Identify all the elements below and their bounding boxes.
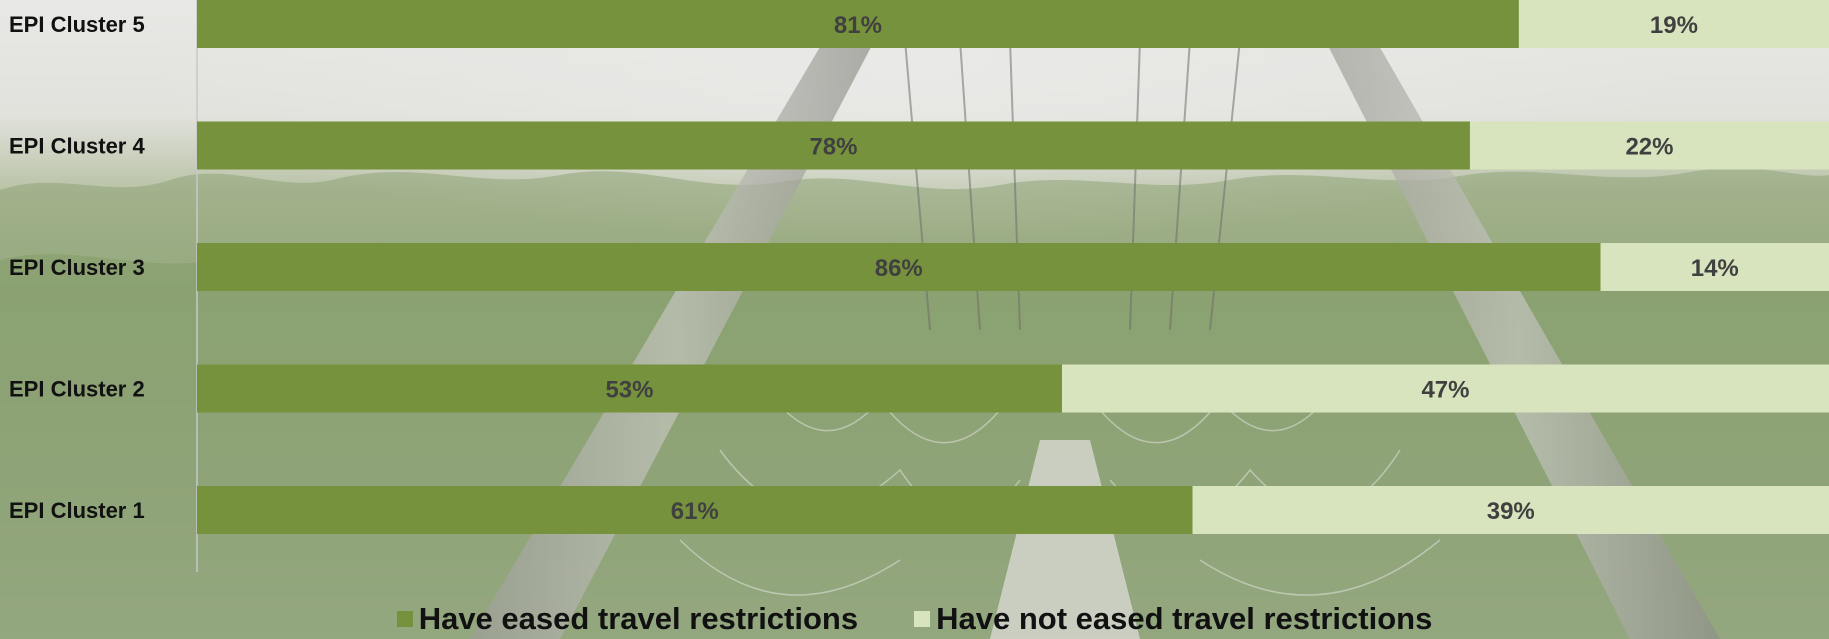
data-label-epi-cluster-2-not-eased: 47%	[1421, 377, 1469, 404]
data-label-epi-cluster-3-eased: 86%	[875, 255, 923, 282]
legend-label-eased: Have eased travel restrictions	[418, 601, 859, 636]
legend-item-not-eased: Have not eased travel restrictions	[914, 601, 1432, 637]
bar-epi-cluster-2-not-eased	[1061, 364, 1829, 413]
legend-swatch-not-eased	[914, 611, 931, 627]
data-label-epi-cluster-1-eased: 61%	[671, 498, 719, 525]
category-label-epi-cluster-1: EPI Cluster 1	[9, 498, 145, 523]
bar-epi-cluster-4-eased	[197, 121, 1470, 170]
category-label-epi-cluster-3: EPI Cluster 3	[9, 255, 145, 280]
legend: Have eased travel restrictions Have not …	[0, 599, 1829, 639]
data-label-epi-cluster-5-eased: 81%	[834, 12, 882, 39]
category-label-epi-cluster-2: EPI Cluster 2	[9, 377, 145, 402]
bar-epi-cluster-4-not-eased	[1469, 121, 1829, 170]
bar-epi-cluster-5-not-eased	[1518, 0, 1829, 48]
data-label-epi-cluster-5-not-eased: 19%	[1650, 12, 1698, 39]
bar-epi-cluster-1-not-eased	[1192, 486, 1829, 534]
data-label-epi-cluster-2-eased: 53%	[605, 377, 653, 404]
legend-item-eased: Have eased travel restrictions	[396, 601, 859, 637]
category-label-epi-cluster-5: EPI Cluster 5	[9, 12, 145, 37]
category-label-epi-cluster-4: EPI Cluster 4	[9, 134, 145, 159]
bars-group: 81% 19% 78% 22% 86% 14% 53% 47% 61% 39%	[197, 0, 1829, 534]
bar-epi-cluster-1-eased	[197, 486, 1193, 534]
bar-epi-cluster-3-eased	[197, 243, 1601, 291]
legend-label-not-eased: Have not eased travel restrictions	[936, 601, 1433, 636]
data-label-epi-cluster-3-not-eased: 14%	[1691, 255, 1739, 282]
bar-epi-cluster-5-eased	[197, 0, 1519, 48]
bar-epi-cluster-2-eased	[197, 364, 1062, 413]
bar-epi-cluster-3-not-eased	[1600, 243, 1829, 291]
legend-swatch-eased	[396, 611, 413, 627]
data-label-epi-cluster-4-not-eased: 22%	[1625, 134, 1673, 161]
data-label-epi-cluster-4-eased: 78%	[809, 134, 857, 161]
data-label-epi-cluster-1-not-eased: 39%	[1487, 498, 1535, 525]
